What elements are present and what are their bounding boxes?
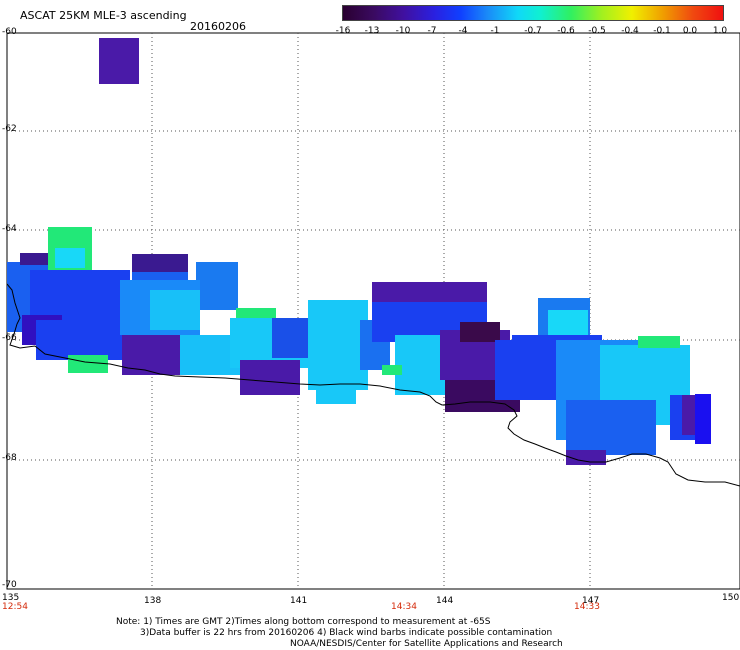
colorbar-label: -0.1	[653, 26, 671, 36]
colorbar-label: -0.4	[621, 26, 639, 36]
x-tick-label: 138	[144, 596, 162, 606]
time-label: 12:54	[2, 602, 28, 612]
colorbar-label: -16	[335, 26, 351, 36]
colorbar-label: -4	[458, 26, 468, 36]
colorbar-label: -0.7	[524, 26, 542, 36]
x-tick-label: 147	[582, 596, 600, 606]
time-label: 14:33	[574, 602, 600, 612]
y-tick-label: -62	[2, 124, 17, 134]
time-label: 14:34	[391, 602, 417, 612]
y-tick-label: -68	[2, 453, 17, 463]
colorbar-label: -1	[490, 26, 500, 36]
colorbar-label: -0.6	[557, 26, 575, 36]
x-tick-label: 144	[436, 596, 454, 606]
colorbar	[342, 5, 724, 21]
colorbar-label: -0.5	[588, 26, 606, 36]
colorbar-label: 0.0	[682, 26, 698, 36]
x-tick-label: 150	[722, 593, 740, 603]
y-tick-label: -66	[2, 333, 17, 343]
footnote-line-3: NOAA/NESDIS/Center for Satellite Applica…	[290, 639, 563, 649]
footnote-line-2: 3)Data buffer is 22 hrs from 20160206 4)…	[140, 628, 553, 638]
colorbar-label: -7	[427, 26, 437, 36]
colorbar-label: -13	[364, 26, 380, 36]
chart-title: ASCAT 25KM MLE-3 ascending	[20, 9, 187, 22]
x-tick-label: 135	[2, 593, 20, 603]
chart-date: 20160206	[190, 20, 246, 33]
colorbar-label: -10	[395, 26, 411, 36]
y-tick-label: -70	[2, 580, 17, 590]
colorbar-label: 1.0	[712, 26, 728, 36]
graticule	[7, 33, 740, 589]
scatterometer-swath	[7, 38, 711, 465]
y-tick-label: -60	[2, 27, 17, 37]
coastline	[6, 283, 740, 487]
footnote-line-1: Note: 1) Times are GMT 2)Times along bot…	[116, 617, 491, 627]
x-tick-label: 141	[290, 596, 308, 606]
y-tick-label: -64	[2, 224, 17, 234]
